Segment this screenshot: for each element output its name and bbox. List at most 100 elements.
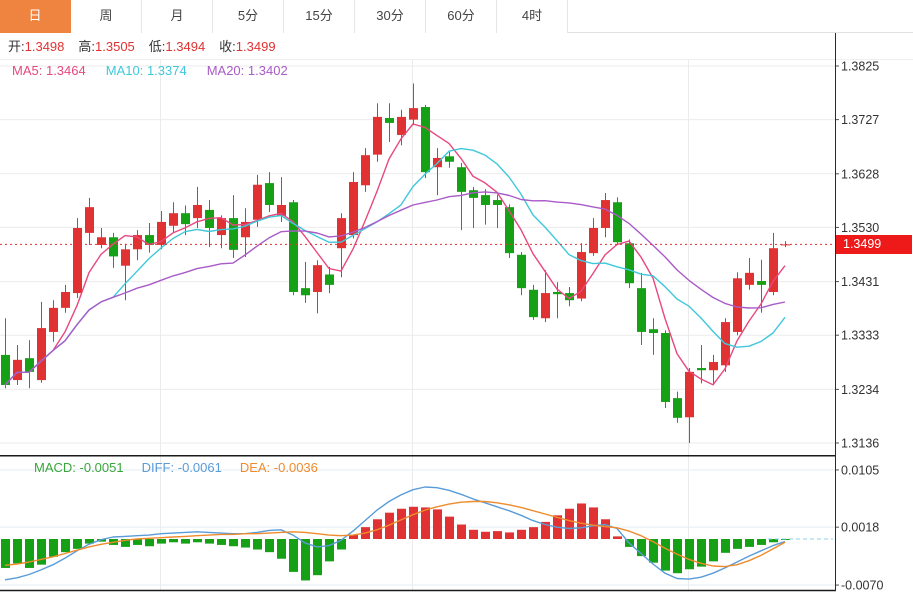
- macd-histogram-bar: [205, 539, 214, 544]
- macd-histogram-bar: [97, 539, 106, 542]
- macd-histogram-bar: [409, 506, 418, 539]
- macd-histogram-bar: [241, 539, 250, 548]
- candle-body: [229, 218, 238, 250]
- candle-body: [349, 182, 358, 236]
- candle-body: [121, 249, 130, 266]
- period-tab[interactable]: 4时: [497, 0, 568, 33]
- candle-body: [1, 354, 10, 385]
- candle-body: [565, 293, 574, 301]
- macd-histogram-bar: [337, 539, 346, 550]
- candlestick-chart[interactable]: 1.3825 1.3727 1.3628 1.3530 1.3431 1.3333 1.32…: [0, 60, 913, 455]
- candle-body: [709, 362, 718, 371]
- period-toolbar: 日 周 月 5分 15分 30分 60分 4时: [0, 0, 913, 33]
- period-tab[interactable]: 日: [0, 0, 71, 33]
- macd-histogram-bar: [589, 507, 598, 539]
- macd-histogram-bar: [649, 539, 658, 563]
- macd-histogram-bar: [25, 539, 34, 568]
- macd-histogram-bar: [745, 539, 754, 547]
- macd-histogram-bar: [433, 509, 442, 539]
- candle-body: [601, 200, 610, 228]
- macd-histogram-bar: [505, 532, 514, 539]
- macd-histogram-bar: [541, 521, 550, 539]
- candle-body: [325, 274, 334, 285]
- macd-chart[interactable]: 0.0105 0.0018 -0.0070: [0, 455, 913, 595]
- macd-histogram-bar: [217, 539, 226, 545]
- candle-body: [85, 207, 94, 233]
- price-axis-line: [835, 33, 836, 591]
- ohlc-item-value: 1.3498: [24, 39, 65, 54]
- last-price-tag: 1.3499: [836, 235, 912, 254]
- macd-histogram-bar: [481, 531, 490, 539]
- macd-histogram-bar: [421, 507, 430, 539]
- ohlc-item-label: 高:: [78, 39, 96, 54]
- macd-histogram-bar: [721, 539, 730, 553]
- price-axis-label: 1.3431: [841, 275, 879, 289]
- macd-histogram-bar: [73, 539, 82, 549]
- candle-body: [337, 218, 346, 249]
- candle-body: [253, 184, 262, 220]
- macd-histogram-bar: [229, 539, 238, 547]
- ohlc-item-label: 开:: [8, 39, 25, 54]
- ma20-line: [4, 191, 786, 386]
- candle-body: [577, 252, 586, 299]
- ohlc-item-label: 低:: [148, 39, 166, 54]
- candle-body: [13, 359, 22, 381]
- macd-histogram-bar: [565, 508, 574, 539]
- price-axis-label: 1.3136: [841, 437, 879, 451]
- candle-body: [469, 190, 478, 198]
- candle-body: [541, 293, 550, 319]
- macd-histogram-bar: [733, 539, 742, 549]
- macd-histogram-bar: [325, 539, 334, 562]
- candle-body: [421, 107, 430, 173]
- candle-body: [637, 288, 646, 332]
- macd-axis-label: 0.0105: [841, 463, 879, 477]
- candle-body: [673, 398, 682, 418]
- candle-body: [49, 307, 58, 332]
- ohlc-item-value: 1.3499: [235, 39, 276, 54]
- macd-histogram-bar: [517, 529, 526, 539]
- period-tab[interactable]: 月: [142, 0, 213, 33]
- macd-histogram-bar: [181, 539, 190, 544]
- ohlc-item: 低:1.3494: [149, 39, 205, 54]
- candle-body: [313, 265, 322, 292]
- candle-body: [181, 213, 190, 225]
- macd-histogram-bar: [13, 539, 22, 564]
- period-tab-label: 月: [170, 8, 184, 23]
- ohlc-item: 开:1.3498: [8, 39, 64, 54]
- diff-line: [4, 486, 786, 581]
- candle-body: [649, 329, 658, 334]
- macd-histogram-bar: [685, 539, 694, 570]
- candle-body: [769, 248, 778, 292]
- candle-body: [589, 227, 598, 254]
- candle-body: [445, 156, 454, 162]
- macd-histogram-bar: [277, 539, 286, 559]
- candle-body: [409, 108, 418, 120]
- candle-body: [733, 278, 742, 332]
- candle-body: [553, 291, 562, 295]
- macd-histogram-bar: [709, 539, 718, 562]
- candle-body: [505, 207, 514, 254]
- period-tab[interactable]: 60分: [426, 0, 497, 33]
- candle-body: [133, 235, 142, 250]
- price-axis-label: 1.3628: [841, 167, 879, 181]
- ma5-line: [4, 123, 786, 386]
- macd-histogram-bar: [613, 536, 622, 539]
- macd-histogram-bar: [637, 539, 646, 557]
- ohlc-item: 收:1.3499: [219, 39, 275, 54]
- period-tab[interactable]: 5分: [213, 0, 284, 33]
- price-axis-label: 1.3333: [841, 329, 879, 343]
- macd-histogram-bar: [493, 531, 502, 539]
- macd-histogram-bar: [145, 539, 154, 547]
- candle-body: [757, 281, 766, 285]
- candle-body: [481, 195, 490, 205]
- candle-body: [37, 328, 46, 381]
- period-tab[interactable]: 15分: [284, 0, 355, 33]
- macd-axis-label: -0.0070: [841, 579, 883, 593]
- period-tab-label: 15分: [305, 8, 333, 23]
- period-tab[interactable]: 30分: [355, 0, 426, 33]
- macd-histogram-bar: [661, 539, 670, 571]
- period-tab[interactable]: 周: [71, 0, 142, 33]
- candle-body: [745, 272, 754, 285]
- period-tab-label: 周: [99, 8, 113, 23]
